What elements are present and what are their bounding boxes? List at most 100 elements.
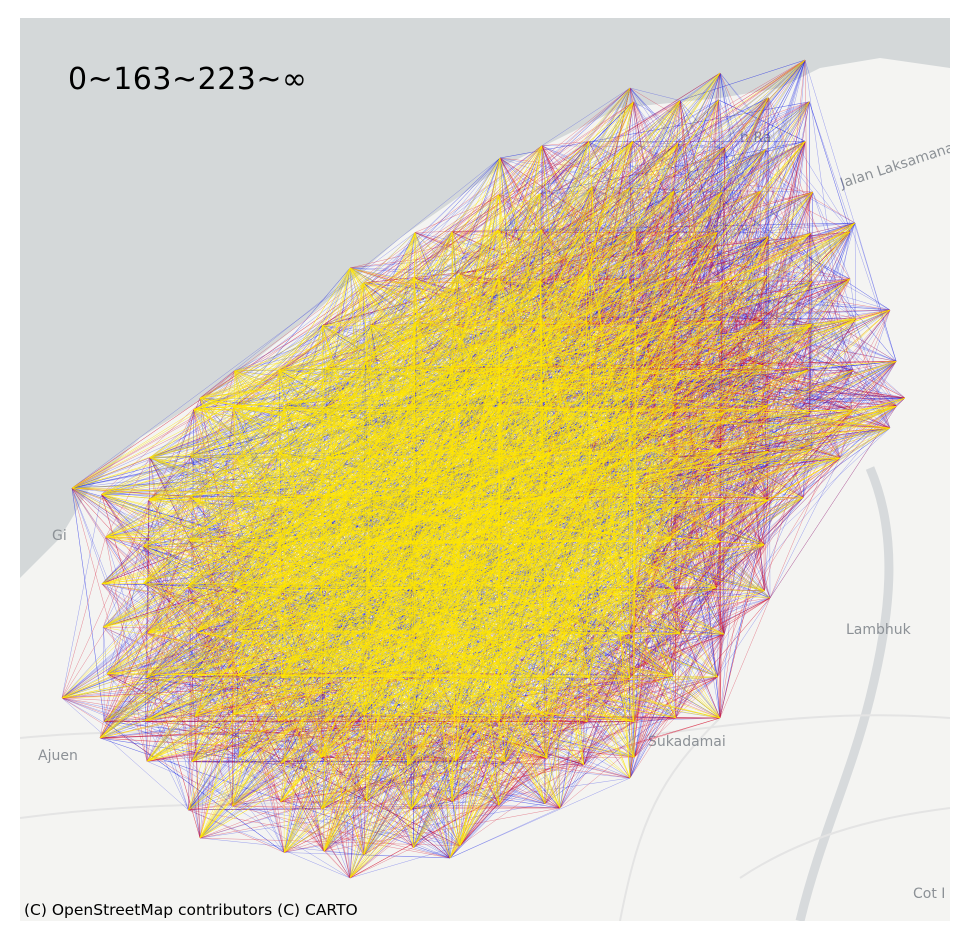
- place-label-cot: Cot I: [913, 886, 945, 902]
- flow-line-low: [497, 141, 633, 231]
- flow-line-low: [768, 97, 851, 232]
- flow-line-low: [854, 222, 857, 319]
- flow-line-mid: [634, 544, 765, 758]
- flow-line-low: [718, 99, 761, 192]
- flow-line-low: [101, 458, 237, 495]
- flow-line-low: [103, 627, 108, 674]
- flow-line-mid: [146, 677, 547, 759]
- flow-line-low: [804, 59, 897, 362]
- flow-line-mid: [634, 597, 771, 758]
- flow-line-mid: [190, 370, 235, 456]
- flow-line-mid: [839, 410, 853, 459]
- flow-line-low: [61, 494, 102, 699]
- flow-line-mid: [627, 369, 720, 456]
- flow-line-mid: [146, 499, 149, 762]
- flow-line-low: [802, 231, 851, 498]
- flow-line-mid: [61, 496, 191, 699]
- flow-map[interactable]: Lambhuk Ajuen Sukadamai Gi Cot I Jalan L…: [20, 18, 950, 921]
- flow-line-low: [839, 309, 891, 459]
- flow-line-mid: [629, 633, 681, 779]
- flow-line-low: [103, 627, 281, 802]
- flow-line-mid: [633, 633, 681, 722]
- flow-line-mid: [99, 540, 190, 739]
- flow-line-mid: [143, 397, 201, 547]
- flow-line-mid: [349, 544, 765, 879]
- flow-line-mid: [349, 231, 636, 269]
- flow-line-mid: [149, 457, 190, 541]
- flow-line-low: [451, 99, 719, 232]
- flow-line-mid: [541, 145, 584, 233]
- flow-line-low: [849, 278, 857, 319]
- flow-line-mid: [675, 634, 725, 718]
- flow-line-low: [812, 192, 891, 429]
- flow-line-mid: [632, 141, 725, 635]
- flow-line-low: [671, 500, 768, 541]
- flow-line-low: [769, 457, 841, 599]
- place-label-sukadamai: Sukadamai: [648, 734, 726, 750]
- flow-line-low: [719, 72, 761, 192]
- flow-line-mid: [284, 809, 412, 853]
- flow-line-mid: [672, 544, 765, 676]
- flow-line-mid: [193, 101, 634, 410]
- flow-line-mid: [768, 97, 891, 429]
- flow-line-mid: [629, 410, 853, 634]
- flow-line-low: [106, 590, 283, 674]
- flow-line-mid: [233, 87, 631, 408]
- flow-line-mid: [677, 448, 812, 458]
- flow-line-low: [194, 716, 452, 802]
- flow-line-mid: [99, 714, 364, 739]
- flow-line-mid: [105, 457, 150, 538]
- road: [739, 807, 950, 879]
- map-frame[interactable]: Lambhuk Ajuen Sukadamai Gi Cot I Jalan L…: [20, 18, 950, 921]
- flow-line-mid: [675, 309, 891, 718]
- flow-line-low: [188, 590, 414, 810]
- road: [619, 717, 721, 921]
- flow-line-mid: [411, 717, 721, 810]
- flow-line-low: [101, 583, 414, 591]
- flow-line-low: [99, 186, 593, 739]
- flow-line-low: [716, 99, 719, 233]
- sea: [20, 18, 950, 578]
- flow-line-low: [679, 59, 806, 101]
- flow-layer-high: [61, 59, 906, 879]
- flow-line-mid: [449, 633, 630, 859]
- flow-line-mid: [188, 809, 451, 859]
- flow-line-mid: [679, 100, 721, 451]
- flow-line-mid: [199, 764, 584, 839]
- flow-line-low: [679, 100, 897, 362]
- flow-line-mid: [811, 309, 891, 325]
- flow-line-mid: [559, 410, 853, 809]
- flow-line-mid: [459, 361, 897, 846]
- flow-line-mid: [284, 677, 630, 853]
- flow-line-mid: [455, 721, 588, 762]
- flow-line-low: [326, 157, 501, 369]
- flow-line-mid: [414, 141, 633, 233]
- flow-line-low: [147, 761, 365, 855]
- flow-line-mid: [61, 537, 106, 699]
- flow-line-low: [99, 737, 451, 859]
- flow-line-mid: [717, 236, 769, 677]
- flow-line-low: [323, 851, 365, 855]
- flow-line-low: [629, 87, 681, 101]
- flow-line-low: [812, 278, 850, 282]
- flow-line-low: [188, 809, 351, 879]
- flow-line-low: [809, 101, 851, 232]
- flow-line-mid: [583, 232, 813, 282]
- flow-line-mid: [233, 141, 589, 408]
- flow-line-low: [61, 697, 451, 859]
- flow-line-mid: [675, 309, 891, 501]
- flow-line-mid: [232, 805, 451, 859]
- flow-line-mid: [762, 97, 769, 366]
- flow-line-low: [101, 157, 501, 584]
- flow-line-mid: [71, 487, 106, 538]
- flow-line-mid: [633, 281, 813, 722]
- flow-line-mid: [451, 231, 891, 429]
- flow-line-low: [101, 494, 452, 802]
- flow-line-mid: [411, 597, 771, 810]
- flow-line-low: [149, 324, 372, 458]
- flow-line-mid: [323, 632, 371, 852]
- flow-line-mid: [629, 278, 851, 634]
- flow-line-mid: [498, 544, 765, 806]
- flow-line-mid: [587, 397, 906, 722]
- flow-line-mid: [349, 764, 584, 879]
